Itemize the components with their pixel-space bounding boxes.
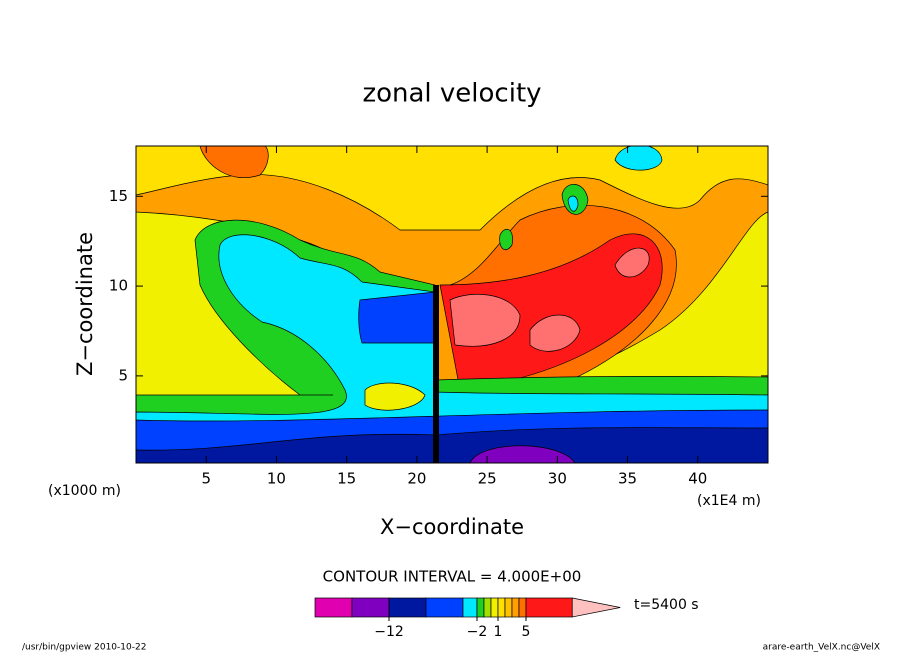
contour-region — [358, 291, 436, 344]
steep-gradient — [433, 285, 439, 463]
x-tick-label: 35 — [618, 470, 637, 488]
contour-region — [439, 233, 663, 391]
footer-left: /usr/bin/gpview 2010-10-22 — [22, 643, 146, 653]
contour-region — [136, 146, 768, 231]
colorbar-box — [511, 597, 520, 618]
colorbar-box — [476, 597, 485, 618]
contour-region — [364, 382, 426, 411]
contour-region — [614, 247, 650, 278]
y-tick-label: 15 — [109, 187, 128, 205]
contour-region — [529, 314, 581, 352]
contour-region — [469, 445, 576, 463]
contour-region — [449, 293, 521, 347]
x-tick-label: 5 — [201, 470, 211, 488]
colorbar-tick-label: 1 — [494, 624, 503, 640]
contour-region — [136, 427, 768, 463]
x-unit-right: (x1E4 m) — [697, 493, 761, 509]
y-tick-label: 10 — [109, 277, 128, 295]
x-tick-label: 30 — [548, 470, 567, 488]
time-label: t=5400 s — [634, 597, 699, 613]
x-axis-label: X−coordinate — [380, 515, 524, 539]
x-tick-label: 15 — [337, 470, 356, 488]
colorbar-box — [518, 597, 527, 618]
colorbar-box — [497, 597, 506, 618]
colorbar-box — [525, 597, 573, 618]
colorbar-tick-label: −12 — [374, 624, 404, 640]
contour-field — [136, 146, 768, 463]
colorbar-box — [504, 597, 513, 618]
x-tick-label: 25 — [478, 470, 497, 488]
colorbar-box — [351, 597, 390, 618]
colorbar-box — [490, 597, 499, 618]
colorbar-extend — [571, 597, 621, 618]
colorbar-box — [314, 597, 353, 618]
x-tick-label: 10 — [267, 470, 286, 488]
contour-region — [499, 228, 513, 251]
contour-region — [614, 146, 663, 171]
contour-region — [567, 195, 579, 212]
colorbar-box — [462, 597, 478, 618]
x-tick-label: 20 — [407, 470, 426, 488]
contour-region — [136, 234, 436, 463]
colorbar-tick-label: −2 — [467, 624, 488, 640]
footer-right: arare-earth_VelX.nc@VelX — [763, 643, 880, 653]
colorbar-box — [388, 597, 427, 618]
chart-title: zonal velocity — [362, 79, 541, 109]
contour-region — [199, 146, 269, 178]
colorbar-tick-label: 5 — [522, 624, 531, 640]
y-axis-label: Z−coordinate — [73, 232, 97, 376]
y-tick-label: 5 — [118, 366, 128, 384]
colorbar-box — [425, 597, 464, 618]
x-unit-left: (x1000 m) — [48, 483, 121, 499]
x-tick-label: 40 — [688, 470, 707, 488]
plot-frame — [135, 145, 769, 464]
colorbar-box — [483, 597, 492, 618]
contour-interval: CONTOUR INTERVAL = 4.000E+00 — [323, 568, 582, 586]
